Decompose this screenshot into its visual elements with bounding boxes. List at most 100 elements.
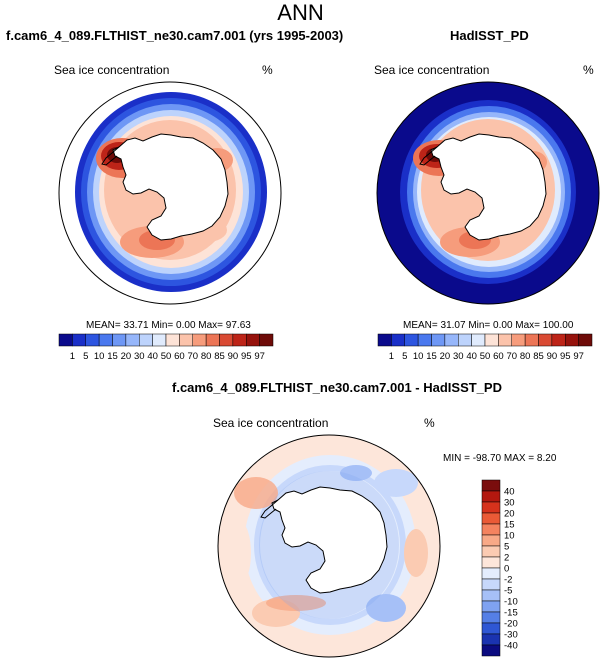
colorbar-tick-label: 2	[504, 553, 509, 564]
colorbar-tick-label: 85	[533, 351, 544, 362]
colorbar-swatch-15	[578, 333, 593, 347]
colorbar-swatch-8	[481, 567, 501, 580]
ice-patch-5	[231, 523, 251, 583]
antarctica-outline	[430, 133, 547, 241]
colorbar-tick-label: 97	[573, 351, 584, 362]
colorbar-tick-label: 1	[70, 351, 75, 362]
colorbar-swatch-12	[538, 333, 553, 347]
colorbar-swatch-4	[481, 523, 501, 536]
colorbar-tick-label: 30	[134, 351, 145, 362]
colorbar-swatch-4	[431, 333, 446, 347]
colorbar-swatch-13	[551, 333, 566, 347]
colorbar-swatch-0	[377, 333, 392, 347]
panel-3-title: f.cam6_4_089.FLTHIST_ne30.cam7.001 - Had…	[172, 380, 502, 395]
colorbar-tick-label: 30	[453, 351, 464, 362]
colorbar-swatch-14	[481, 633, 501, 646]
colorbar-model: 1 5 10 15 20 30 40 50 60 70 80 85 90 95 97	[58, 333, 274, 362]
panel-1-stats: MEAN= 33.71 Min= 0.00 Max= 97.63	[86, 320, 251, 331]
colorbar-tick-label: 90	[228, 351, 239, 362]
colorbar-swatch-5	[444, 333, 459, 347]
ice-patch-1	[374, 469, 418, 497]
colorbar-tick-label: 50	[480, 351, 491, 362]
colorbar-swatch-4	[112, 333, 127, 347]
colorbar-tick-label: 70	[506, 351, 517, 362]
colorbar-tick-label: 95	[560, 351, 571, 362]
colorbar-tick-label: 40	[147, 351, 158, 362]
panel-2-title: HadISST_PD	[450, 28, 529, 43]
panel-1-title: f.cam6_4_089.FLTHIST_ne30.cam7.001 (yrs …	[6, 28, 344, 43]
ice-patch-0	[234, 477, 278, 509]
panel-3-stats: MIN = -98.70 MAX = 8.20	[443, 453, 557, 464]
ice-patch-6	[266, 595, 326, 611]
colorbar-swatch-2	[404, 333, 419, 347]
colorbar-tick-label: 15	[107, 351, 118, 362]
colorbar-swatch-13	[481, 622, 501, 635]
colorbar-swatch-2	[85, 333, 100, 347]
colorbar-tick-label: 97	[254, 351, 265, 362]
panel-1-units: %	[262, 63, 273, 77]
colorbar-swatch-10	[511, 333, 526, 347]
panel-2-stats: MEAN= 31.07 Min= 0.00 Max= 100.00	[403, 320, 574, 331]
ice-patch-7	[340, 465, 372, 481]
colorbar-tick-label: 20	[121, 351, 132, 362]
colorbar-tick-label: 95	[241, 351, 252, 362]
map-border	[217, 434, 441, 658]
colorbar-swatch-9	[481, 578, 501, 591]
colorbar-swatch-6	[458, 333, 472, 347]
colorbar-swatch-7	[481, 556, 501, 569]
colorbar-tick-label: 40	[504, 487, 515, 498]
sea-ice-map-obs	[376, 81, 600, 305]
colorbar-tick-label: -40	[504, 641, 518, 652]
colorbar-swatch-1	[72, 333, 86, 347]
peninsula-outline	[419, 146, 438, 166]
colorbar-swatch-15	[259, 333, 274, 347]
colorbar-tick-label: 30	[504, 498, 515, 509]
colorbar-swatch-9	[179, 333, 193, 347]
colorbar-swatch-12	[481, 611, 501, 624]
colorbar-tick-label: 50	[161, 351, 172, 362]
antarctica-outline	[112, 133, 229, 241]
colorbar-tick-label: 15	[504, 520, 515, 531]
colorbar-swatch-0	[58, 333, 73, 347]
colorbar-swatch-8	[484, 333, 499, 347]
colorbar-swatch-13	[232, 333, 247, 347]
colorbar-swatch-6	[481, 545, 501, 558]
colorbar-swatch-11	[481, 600, 501, 613]
colorbar-tick-label: 10	[94, 351, 105, 362]
colorbar-tick-label: 60	[493, 351, 504, 362]
colorbar-tick-label: 85	[214, 351, 225, 362]
colorbar-tick-label: 10	[504, 531, 515, 542]
colorbar-tick-label: -5	[504, 586, 512, 597]
sea-ice-map-model	[58, 81, 282, 305]
colorbar-tick-label: 90	[547, 351, 558, 362]
colorbar-swatch-7	[471, 333, 486, 347]
colorbar-tick-label: 15	[426, 351, 437, 362]
peninsula-outline	[101, 146, 120, 166]
panel-2-variable: Sea ice concentration	[374, 63, 490, 77]
colorbar-tick-label: 10	[413, 351, 424, 362]
colorbar-tick-label: 0	[504, 564, 509, 575]
colorbar-swatch-11	[205, 333, 220, 347]
panel-3-variable: Sea ice concentration	[213, 416, 329, 430]
colorbar-tick-label: 5	[504, 542, 509, 553]
colorbar-swatch-7	[152, 333, 167, 347]
colorbar-swatch-10	[192, 333, 207, 347]
colorbar-tick-label: 5	[83, 351, 88, 362]
colorbar-tick-label: 40	[466, 351, 477, 362]
colorbar-tick-label: 20	[440, 351, 451, 362]
colorbar-swatch-9	[498, 333, 512, 347]
colorbar-swatch-8	[165, 333, 180, 347]
colorbar-tick-label: 1	[389, 351, 394, 362]
colorbar-swatch-11	[524, 333, 539, 347]
colorbar-tick-label: 60	[174, 351, 185, 362]
colorbar-swatch-14	[565, 333, 579, 347]
colorbar-tick-label: 20	[504, 509, 515, 520]
map-border	[58, 81, 282, 305]
peninsula-outline	[260, 499, 279, 519]
colorbar-swatch-14	[246, 333, 260, 347]
colorbar-tick-label: -20	[504, 619, 518, 630]
antarctica-outline	[271, 486, 388, 594]
colorbar-tick-label: -30	[504, 630, 518, 641]
colorbar-tick-label: -10	[504, 597, 518, 608]
